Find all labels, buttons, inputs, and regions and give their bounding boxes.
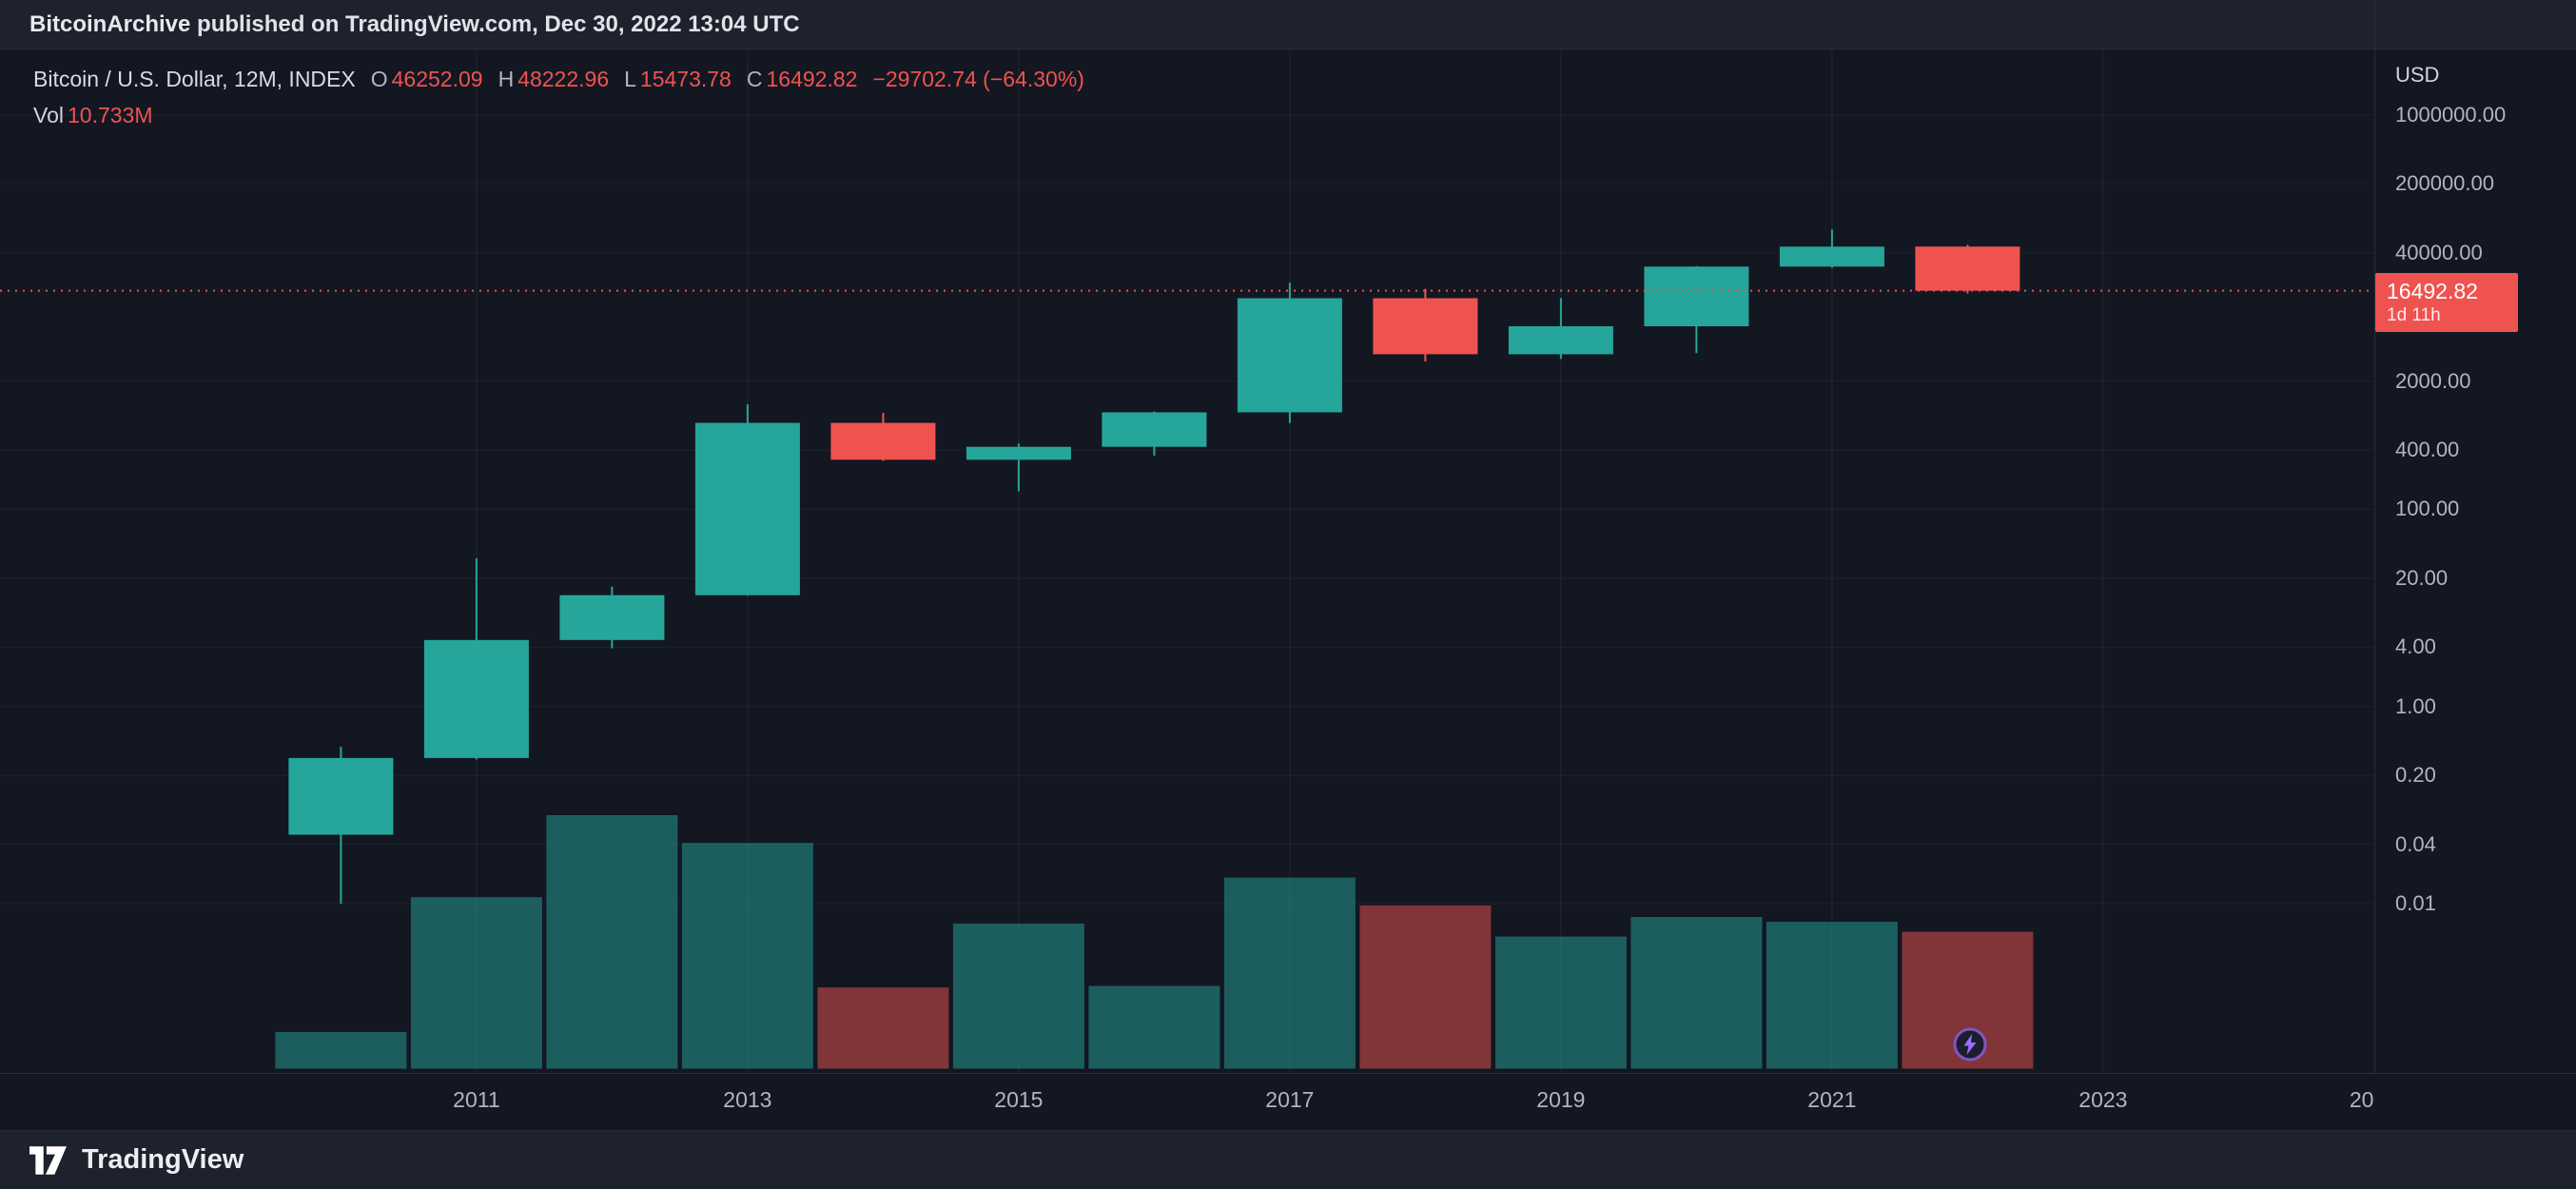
candle-body [1779, 246, 1884, 267]
price-tick: 0.04 [2395, 831, 2436, 856]
price-tick: 0.01 [2395, 890, 2436, 915]
candle-body [1237, 298, 1342, 413]
candle-body [1373, 298, 1478, 355]
volume-value: 10.733M [67, 102, 153, 127]
lightning-icon [1953, 1027, 1987, 1062]
price-tick: 40000.00 [2395, 240, 2483, 264]
volume-bar [680, 842, 814, 1070]
price-tick: 20.00 [2395, 565, 2449, 590]
time-tick: 2019 [1536, 1087, 1586, 1112]
price-tick: 1000000.00 [2395, 102, 2507, 127]
time-labels: 2011 2013 2015 2017 2019 2021 2023 20 [0, 1074, 2374, 1131]
volume-bar [1358, 904, 1493, 1070]
high-value: 48222.96 [517, 66, 610, 91]
candle-body [559, 594, 665, 640]
change-value: −29702.74 (−64.30%) [872, 66, 1084, 91]
tradingview-logo-icon[interactable] [29, 1145, 68, 1176]
price-tick: 0.20 [2395, 763, 2436, 788]
volume-bar [1087, 984, 1221, 1070]
legend-row-volume: Vol 10.733M [33, 97, 1084, 133]
volume-bar [1630, 916, 1764, 1070]
volume-bar [545, 814, 679, 1070]
candle-body [694, 422, 800, 595]
time-tick: 2011 [453, 1087, 500, 1112]
price-tick: 1.00 [2395, 693, 2436, 718]
time-tick: 2023 [2078, 1087, 2128, 1112]
candle-body [1102, 412, 1207, 447]
low-value: 15473.78 [639, 66, 732, 91]
high-label: H [498, 66, 515, 91]
volume-bar [274, 1030, 408, 1070]
time-tick: 2021 [1807, 1087, 1857, 1112]
idea-marker-button[interactable] [1952, 1026, 1988, 1062]
price-tick: 4.00 [2395, 634, 2436, 659]
volume-bar [1222, 876, 1356, 1070]
currency-label: USD [2395, 63, 2440, 87]
symbol-title[interactable]: Bitcoin / U.S. Dollar, 12M, INDEX [33, 66, 356, 91]
volume-bar [409, 896, 543, 1070]
last-price-value: 16492.82 [2387, 278, 2478, 303]
footer-bar: TradingView [0, 1130, 2576, 1189]
legend-row-ohlc: Bitcoin / U.S. Dollar, 12M, INDEX O 46252… [33, 61, 1084, 97]
publisher-name: BitcoinArchive [29, 11, 191, 37]
price-tick: 100.00 [2395, 497, 2460, 521]
time-tick: 2015 [994, 1087, 1044, 1112]
close-label: C [746, 66, 763, 91]
candle-body [830, 422, 936, 460]
open-label: O [370, 66, 388, 91]
last-price-badge: 16492.82 1d 11h [2375, 272, 2518, 332]
close-value: 16492.82 [766, 66, 858, 91]
bar-countdown: 1d 11h [2387, 304, 2441, 325]
chart-legend: Bitcoin / U.S. Dollar, 12M, INDEX O 46252… [33, 61, 1084, 133]
publish-info: published on TradingView.com, Dec 30, 20… [190, 11, 800, 37]
volume-bar [951, 922, 1085, 1070]
price-tick: 200000.00 [2395, 171, 2494, 196]
volume-label: Vol [33, 102, 64, 127]
time-tick: 2017 [1265, 1087, 1315, 1112]
open-value: 46252.09 [391, 66, 483, 91]
time-tick: 2013 [723, 1087, 772, 1112]
candle-body [1915, 246, 2020, 291]
candle-body [423, 639, 529, 758]
candle-body [966, 446, 1071, 460]
candle-body [1508, 326, 1613, 355]
time-tick: 20 [2349, 1087, 2374, 1112]
volume-bar [1493, 935, 1628, 1070]
volume-bar [1765, 921, 1899, 1070]
candle-body [1644, 266, 1749, 327]
chart-canvas[interactable] [0, 0, 2374, 1073]
time-axis[interactable]: 2011 2013 2015 2017 2019 2021 2023 20 [0, 1073, 2576, 1131]
tradingview-brand[interactable]: TradingView [82, 1144, 244, 1175]
price-axis[interactable]: USD 16492.82 1d 11h 1000000.00 200000.00 4… [2374, 0, 2576, 1073]
price-tick: 2000.00 [2395, 368, 2471, 393]
price-tick: 400.00 [2395, 438, 2460, 462]
volume-bar [816, 986, 950, 1070]
low-label: L [624, 66, 636, 91]
publish-bar: BitcoinArchive published on TradingView.… [0, 0, 2576, 49]
candle-body [288, 757, 394, 835]
